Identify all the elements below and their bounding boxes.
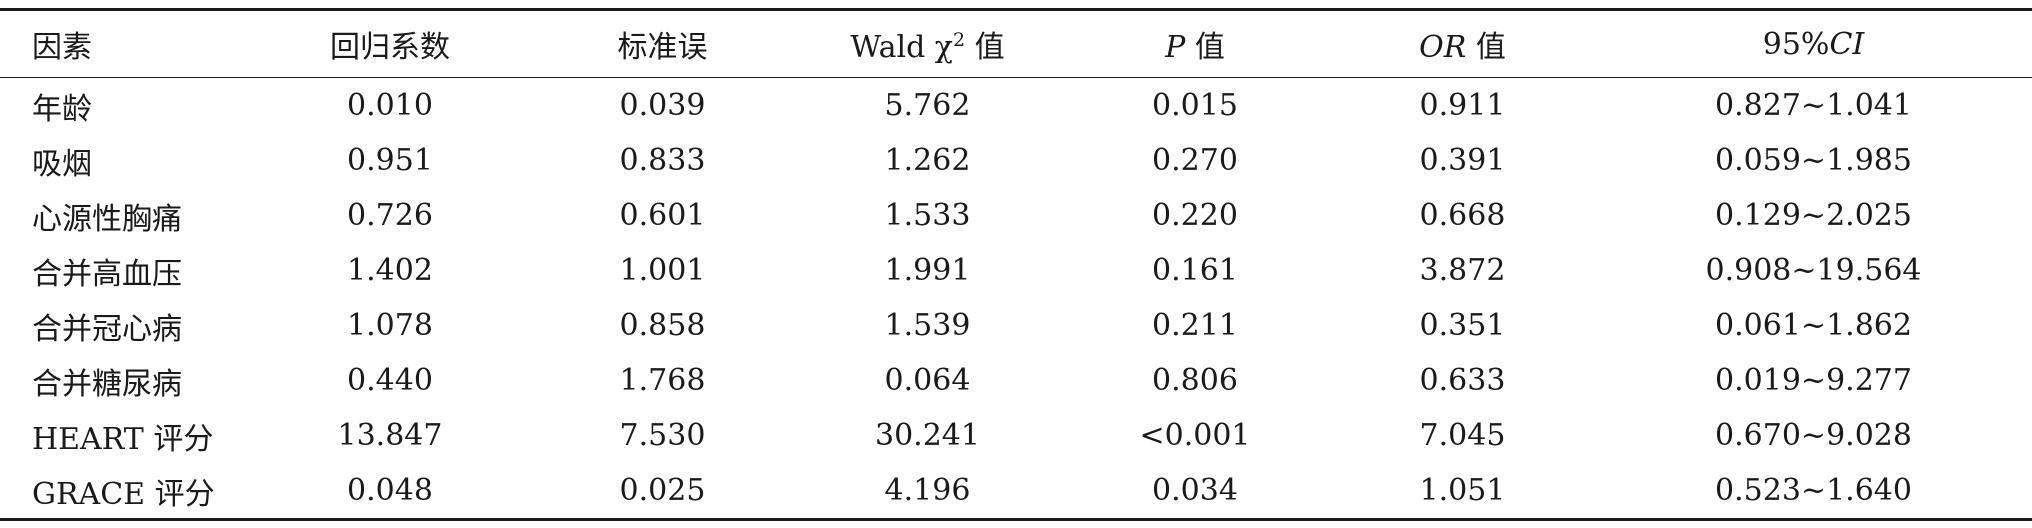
table-row: 年龄 0.010 0.039 5.762 0.015 0.911 0.827~1.041 — [0, 78, 2032, 134]
cell-wald: 1.533 — [884, 198, 971, 233]
cell-or-value: 3.872 — [1419, 253, 1506, 288]
cell-factor: 心源性胸痛 — [32, 201, 182, 237]
cell-ci: 0.019~9.277 — [1715, 363, 1912, 398]
cell-factor: 吸烟 — [32, 146, 92, 182]
table-row: 心源性胸痛 0.726 0.601 1.533 0.220 0.668 0.129~2.02… — [0, 188, 2032, 243]
cell-factor: 年龄 — [32, 91, 92, 127]
cell-or-value: 0.633 — [1419, 363, 1506, 398]
regression-table-container: 因素 回归系数 标准误 Wald χ2 值 P 值 OR 值 95%CI 年龄 0… — [0, 8, 2032, 521]
cell-ci: 0.670~9.028 — [1715, 418, 1912, 453]
cell-wald: 1.539 — [884, 308, 971, 343]
cell-wald: 30.241 — [875, 418, 980, 453]
cell-or-value: 1.051 — [1419, 473, 1506, 508]
cell-p-value: 0.220 — [1152, 198, 1238, 233]
cell-p-value: 0.211 — [1152, 308, 1238, 343]
cell-coefficient: 0.010 — [347, 88, 433, 123]
cell-wald: 4.196 — [884, 473, 971, 508]
table-row: GRACE 评分 0.048 0.025 4.196 0.034 1.051 0.523~1… — [0, 463, 2032, 520]
cell-coefficient: 0.951 — [347, 143, 433, 178]
cell-ci: 0.061~1.862 — [1715, 308, 1912, 343]
cell-standard-error: 1.001 — [619, 253, 706, 288]
header-standard-error: 标准误 — [617, 30, 708, 65]
cell-standard-error: 0.601 — [619, 198, 706, 233]
cell-ci: 0.523~1.640 — [1715, 473, 1912, 508]
cell-factor: 合并冠心病 — [32, 311, 182, 347]
header-confidence-interval: 95%CI — [1762, 26, 1865, 62]
cell-ci: 0.059~1.985 — [1715, 143, 1912, 178]
cell-coefficient: 0.048 — [347, 473, 433, 508]
table-row: HEART 评分 13.847 7.530 30.241 <0.001 7.045 0.67… — [0, 408, 2032, 463]
cell-coefficient: 1.402 — [347, 253, 433, 288]
cell-factor: GRACE 评分 — [32, 476, 215, 512]
header-row: 因素 回归系数 标准误 Wald χ2 值 P 值 OR 值 95%CI — [0, 9, 2032, 78]
cell-or-value: 0.911 — [1419, 88, 1506, 123]
cell-wald: 1.991 — [884, 253, 971, 288]
cell-coefficient: 1.078 — [347, 308, 433, 343]
header-p-value: P 值 — [1165, 30, 1225, 65]
cell-p-value: 0.034 — [1152, 473, 1238, 508]
cell-wald: 5.762 — [884, 88, 971, 123]
table-body: 年龄 0.010 0.039 5.762 0.015 0.911 0.827~1.041 吸烟… — [0, 78, 2032, 520]
cell-standard-error: 0.833 — [619, 143, 706, 178]
cell-factor: 合并高血压 — [32, 256, 182, 292]
cell-standard-error: 0.025 — [619, 473, 706, 508]
table-row: 合并糖尿病 0.440 1.768 0.064 0.806 0.633 0.019~9.27… — [0, 353, 2032, 408]
table-row: 合并高血压 1.402 1.001 1.991 0.161 3.872 0.908~19.5… — [0, 243, 2032, 298]
cell-standard-error: 0.039 — [619, 88, 706, 123]
table-header: 因素 回归系数 标准误 Wald χ2 值 P 值 OR 值 95%CI — [0, 9, 2032, 78]
cell-p-value: 0.806 — [1152, 363, 1238, 398]
cell-p-value: <0.001 — [1139, 418, 1251, 453]
cell-p-value: 0.270 — [1152, 143, 1238, 178]
cell-wald: 0.064 — [884, 363, 971, 398]
cell-ci: 0.908~19.564 — [1705, 253, 1922, 288]
cell-wald: 1.262 — [884, 143, 971, 178]
header-wald-chi-square: Wald χ2 值 — [850, 29, 1005, 65]
cell-ci: 0.129~2.025 — [1715, 198, 1912, 233]
table-row: 吸烟 0.951 0.833 1.262 0.270 0.391 0.059~1.985 — [0, 133, 2032, 188]
cell-p-value: 0.161 — [1152, 253, 1238, 288]
cell-standard-error: 7.530 — [619, 418, 706, 453]
cell-standard-error: 1.768 — [619, 363, 706, 398]
cell-factor: HEART 评分 — [32, 421, 214, 457]
cell-coefficient: 0.726 — [347, 198, 433, 233]
cell-coefficient: 0.440 — [347, 363, 433, 398]
cell-or-value: 0.391 — [1419, 143, 1506, 178]
cell-or-value: 0.351 — [1419, 308, 1506, 343]
cell-factor: 合并糖尿病 — [32, 366, 182, 402]
cell-coefficient: 13.847 — [337, 418, 443, 453]
cell-ci: 0.827~1.041 — [1715, 88, 1912, 123]
header-factor: 因素 — [32, 30, 92, 65]
regression-table: 因素 回归系数 标准误 Wald χ2 值 P 值 OR 值 95%CI 年龄 0… — [0, 8, 2032, 521]
header-coefficient: 回归系数 — [330, 30, 450, 65]
cell-or-value: 7.045 — [1419, 418, 1506, 453]
cell-standard-error: 0.858 — [619, 308, 706, 343]
cell-or-value: 0.668 — [1419, 198, 1506, 233]
header-or-value: OR 值 — [1419, 30, 1506, 65]
cell-p-value: 0.015 — [1152, 88, 1238, 123]
table-row: 合并冠心病 1.078 0.858 1.539 0.211 0.351 0.061~1.86… — [0, 298, 2032, 353]
